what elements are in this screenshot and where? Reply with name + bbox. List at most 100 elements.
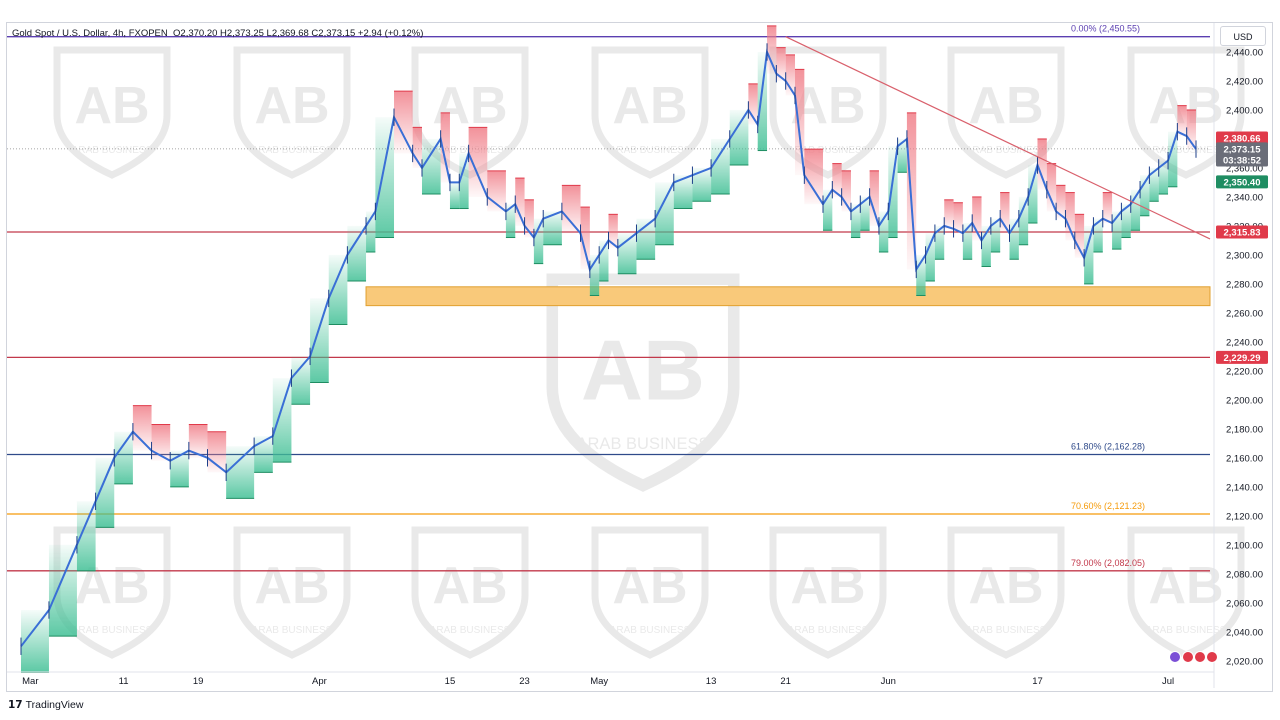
demand-zone-rect [365,286,1211,307]
watermark-outline [53,46,171,179]
trend-band-layer [20,25,1197,673]
watermark-letters: AB [790,557,865,615]
uptrend-fill [599,240,609,281]
watermark-shield: AB ARAB BUSINESS [233,526,351,659]
watermark-outline [546,273,740,492]
watermark-caption: ARAB BUSINESS [1146,625,1227,636]
uptrend-fill [533,218,544,264]
uptrend-fill [1158,160,1169,195]
uptrend-fill [981,225,991,267]
y-tick-label: 2,160.00 [1226,453,1263,464]
downtrend-fill [412,127,422,168]
watermark-letters: AB [581,323,705,419]
watermark-caption: ARAB BUSINESS [610,625,691,636]
x-tick-label: 17 [1032,676,1043,687]
currency-button[interactable]: USD [1220,26,1266,46]
uptrend-fill [888,146,898,238]
watermark-shield: AB ARAB BUSINESS [1127,526,1245,659]
uptrend-fill [692,167,712,202]
chart-frame[interactable] [6,22,1273,692]
x-tick-label: Jun [881,676,896,687]
x-tick-label: 23 [519,676,530,687]
downtrend-fill [776,47,786,81]
watermark-caption: ARAB BUSINESS [610,145,691,156]
tradingview-logo-icon: 17 [8,699,23,711]
watermark-outline [591,526,709,659]
downtrend-fill [785,54,796,96]
x-tick-label: 19 [193,676,204,687]
watermark-shield: AB ARAB BUSINESS [591,46,709,179]
uptrend-fill [589,254,600,296]
uptrend-fill [459,153,469,209]
downtrend-fill [561,185,581,234]
x-tick-label: 21 [780,676,791,687]
watermark-shield: AB ARAB BUSINESS [233,46,351,179]
uptrend-fill [897,138,907,173]
downtrend-fill [188,424,208,458]
watermark-letters: AB [612,77,687,135]
watermark-shield: AB ARAB BUSINESS [769,526,887,659]
watermark-layer: AB ARAB BUSINESS AB ARAB BUSINESS AB ARAB BUS… [53,46,1245,659]
uptrend-fill [729,109,749,166]
watermark-caption: ARAB BUSINESS [788,625,869,636]
event-flag-icon [1206,651,1218,663]
y-tick-label: 2,020.00 [1226,656,1263,667]
y-tick-label: 2,440.00 [1226,47,1263,58]
downtrend-fill [1046,163,1057,212]
y-tick-label: 2,260.00 [1226,308,1263,319]
uptrend-fill [421,138,441,195]
downtrend-fill [394,91,413,154]
uptrend-fill [254,436,273,473]
watermark-letters: AB [432,557,507,615]
uptrend-fill [291,356,311,405]
uptrend-fill [850,204,861,238]
y-tick-label: 2,300.00 [1226,250,1263,261]
downtrend-fill [972,196,982,241]
downtrend-fill [767,25,777,74]
downtrend-fill [1102,192,1113,224]
event-flag-icon [1182,651,1194,663]
uptrend-fill [962,223,973,260]
uptrend-fill [449,182,460,209]
uptrend-fill [1028,165,1038,224]
watermark-letters: AB [968,77,1043,135]
downtrend-fill [748,83,758,125]
fib-level-label: 0.00% (2,450.55) [1071,24,1140,34]
uptrend-fill [1112,211,1122,250]
price-badge-label: 2,315.83 [1224,227,1261,238]
downtrend-fill [1037,138,1047,190]
event-icons [1169,651,1218,663]
watermark-letters: AB [254,557,329,615]
watermark-caption: ARAB BUSINESS [577,435,710,453]
x-tick-label: Apr [312,676,327,687]
watermark-caption: ARAB BUSINESS [72,625,153,636]
watermark-outline [947,46,1065,179]
uptrend-fill [1093,218,1103,253]
watermark-shield: AB ARAB BUSINESS [546,273,740,492]
fib-level-label: 61.80% (2,162.28) [1071,442,1145,452]
downtrend-fill [440,112,450,183]
watermark-letters: AB [1148,557,1223,615]
downtrend-fill [1065,192,1075,241]
price-badge-label: 2,380.66 [1224,133,1261,144]
tradingview-brand: TradingView [25,699,84,711]
uptrend-fill [328,254,348,325]
tradingview-logo[interactable]: 17 TradingView [8,699,83,711]
watermark-outline [1127,46,1245,179]
y-tick-label: 2,240.00 [1226,337,1263,348]
y-tick-label: 2,200.00 [1226,395,1263,406]
watermark-outline [769,526,887,659]
watermark-outline [947,526,1065,659]
watermark-caption: ARAB BUSINESS [966,145,1047,156]
watermark-outline [769,46,887,179]
uptrend-fill [543,211,562,245]
uptrend-fill [95,457,115,528]
watermark-caption: ARAB BUSINESS [1146,145,1227,156]
uptrend-fill [170,450,189,487]
uptrend-fill [1168,131,1178,187]
y-tick-label: 2,360.00 [1226,163,1263,174]
watermark-caption: ARAB BUSINESS [252,145,333,156]
y-tick-label: 2,340.00 [1226,192,1263,203]
uptrend-fill [272,378,292,463]
